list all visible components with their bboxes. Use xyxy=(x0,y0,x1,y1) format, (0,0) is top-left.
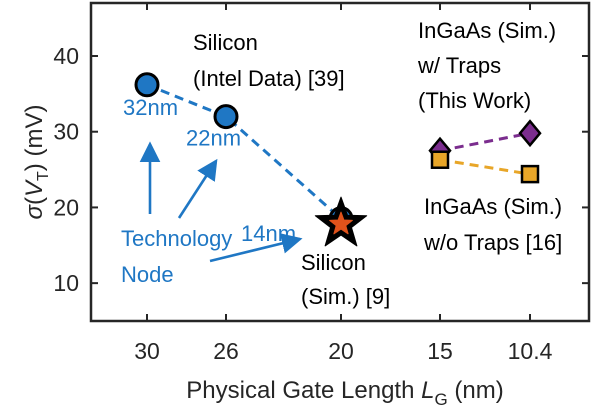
annotation-silicon-intel-line2: (Intel Data) [39] xyxy=(193,66,345,91)
marker-diamond-2-1 xyxy=(518,119,542,148)
x-tick-label: 20 xyxy=(328,338,354,364)
x-axis-title-var: L xyxy=(421,377,434,404)
annotation-ingaas-notraps-line1: InGaAs (Sim.) xyxy=(424,194,562,219)
x-axis-title-unit: (nm) xyxy=(448,377,504,404)
point-label-22nm: 22nm xyxy=(186,126,241,151)
annotation-silicon-sim-line2: (Sim.) [9] xyxy=(301,284,390,309)
axis-tick-labels: 10 20 30 40 30 26 20 15 10.4 xyxy=(53,43,552,364)
point-label-32nm: 32nm xyxy=(123,95,178,120)
annotation-ingaas-notraps-line2: w/o Traps [16] xyxy=(423,230,562,255)
y-axis-title-var: V xyxy=(21,179,48,197)
series-markers xyxy=(134,72,542,247)
annotation-technology-line1: Technology xyxy=(121,226,232,251)
series-line-0 xyxy=(146,83,342,220)
point-labels: 32nm 22nm 14nm xyxy=(123,95,296,246)
x-axis-title-sub: G xyxy=(434,390,447,409)
y-tick-label: 30 xyxy=(53,119,79,145)
x-axis-title: Physical Gate Length LG (nm) xyxy=(186,377,503,409)
marker-square-3-0 xyxy=(430,150,450,169)
annotation-ingaas-traps-line2: w/ Traps xyxy=(417,53,501,78)
x-tick-label: 26 xyxy=(213,338,239,364)
marker-square-3-1 xyxy=(520,164,540,184)
technology-arrow-1 xyxy=(177,158,218,219)
technology-node-arrows xyxy=(139,141,303,263)
x-tick-label: 10.4 xyxy=(508,338,553,364)
technology-arrow-2 xyxy=(209,233,303,263)
x-tick-label: 15 xyxy=(427,338,453,364)
annotation-ingaas-traps-line1: InGaAs (Sim.) xyxy=(418,18,556,43)
annotation-silicon-sim-line1: Silicon xyxy=(301,250,366,275)
y-axis-title: σ(VT) (mV) xyxy=(21,105,52,220)
marker-star-1-0 xyxy=(329,211,353,235)
x-tick-label: 30 xyxy=(134,338,160,364)
series-line-2 xyxy=(439,131,531,153)
annotation-ingaas-traps-line3: (This Work) xyxy=(418,88,531,113)
plot-frame xyxy=(89,1,591,323)
y-tick-label: 10 xyxy=(53,270,79,296)
annotation-silicon-intel-line1: Silicon xyxy=(193,30,258,55)
y-axis-title-close: ) (mV) xyxy=(21,105,48,172)
series-lines xyxy=(146,83,531,220)
marker-circle-0-1 xyxy=(213,104,239,130)
annotation-technology-line2: Node xyxy=(121,262,174,287)
series-line-3 xyxy=(439,158,531,176)
marker-circle-0-0 xyxy=(134,72,160,98)
y-axis-title-sub: T xyxy=(35,171,52,181)
y-tick-label: 20 xyxy=(53,194,79,220)
y-tick-label: 40 xyxy=(53,43,79,69)
point-label-14nm: 14nm xyxy=(241,221,296,246)
axis-ticks xyxy=(91,3,589,321)
y-axis-title-sigma: σ xyxy=(21,203,48,219)
x-axis-title-main: Physical Gate Length xyxy=(186,377,421,404)
y-axis-title-open: ( xyxy=(21,197,48,205)
